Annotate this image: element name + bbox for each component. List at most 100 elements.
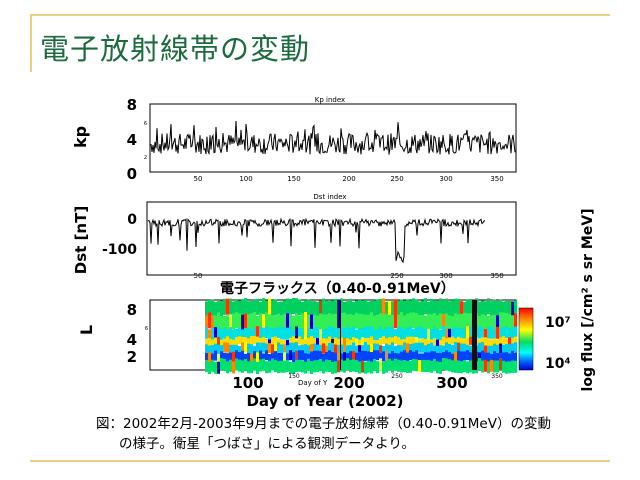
spectrogram-cell: [259, 326, 262, 339]
spectrogram-cell: [457, 342, 460, 353]
spectrogram-cell: [433, 351, 436, 362]
spectrogram-cell: [232, 329, 235, 342]
spectrogram-cell: [442, 352, 445, 363]
spectrogram-cell: [229, 359, 232, 372]
spectrogram-cell: [298, 359, 301, 372]
spectrogram-cell: [235, 350, 238, 361]
spectrogram-cell: [223, 327, 226, 340]
spectrogram-cell: [409, 312, 412, 329]
spectrogram-cell: [220, 358, 223, 371]
spectrogram-cell: [400, 360, 403, 373]
spectrogram-cell: [514, 342, 517, 353]
spectrogram-cell: [235, 336, 238, 345]
spectrogram-cell: [238, 300, 241, 317]
spectrogram-cell: [208, 352, 211, 363]
spectrogram-cell: [277, 361, 280, 374]
spectrogram-cell: [508, 353, 511, 364]
spectrogram-cell: [343, 328, 346, 341]
dst-panel-frame: [146, 201, 517, 276]
spectrogram-cell: [244, 342, 247, 353]
spec-xtick-small: 250: [391, 373, 403, 380]
kp-xtick: 350: [490, 175, 503, 183]
spectrogram-cell: [361, 337, 364, 346]
spectrogram-cell: [499, 312, 502, 329]
spectrogram-cell: [346, 338, 349, 347]
spectrogram-cell: [412, 328, 415, 341]
spectrogram-cell: [400, 327, 403, 340]
spectrogram-cell: [448, 337, 451, 346]
spectrogram-cell: [298, 336, 301, 345]
spectrogram-cell: [340, 337, 343, 346]
spectrogram-cell: [250, 313, 253, 330]
spectrogram-cell: [364, 361, 367, 374]
spectrogram-cell: [328, 326, 331, 339]
spectrogram-cell: [352, 342, 355, 353]
spectrogram-cell: [328, 342, 331, 353]
spectrogram-cell: [442, 326, 445, 339]
spectrogram-cell: [256, 298, 259, 315]
spectrogram-cell: [391, 326, 394, 339]
spectrogram-cell: [355, 300, 358, 317]
spectrogram-cell: [247, 361, 250, 374]
spectrogram-cell: [226, 342, 229, 353]
spectrogram-cell: [211, 327, 214, 340]
spectrogram-cell: [385, 343, 388, 354]
spectrogram-cell: [217, 301, 220, 318]
kp-xtick: 50: [194, 175, 203, 183]
spectrogram-cell: [382, 313, 385, 330]
spectrogram-cell: [388, 358, 391, 371]
spectrogram-cell: [205, 344, 208, 355]
spectrogram-cell: [448, 315, 451, 332]
spectrogram-cell: [283, 339, 286, 348]
spec-xtick-200: 200: [333, 374, 364, 392]
spectrogram-cell: [403, 342, 406, 353]
spectrogram-cell: [220, 339, 223, 348]
spectrogram-cell: [262, 358, 265, 371]
spectrogram-cell: [316, 350, 319, 361]
spectrogram-cell: [334, 337, 337, 346]
spectrogram-cell: [310, 336, 313, 345]
spectrogram-cell: [340, 344, 343, 355]
spectrogram-cell: [211, 339, 214, 348]
spectrogram-cell: [319, 339, 322, 348]
spectrogram-cell: [478, 301, 481, 318]
spectrogram-cell: [385, 326, 388, 339]
colorbar-tick-top: 10⁷: [545, 315, 571, 331]
spectrogram-cell: [382, 298, 385, 315]
spectrogram-cell: [253, 345, 256, 356]
spectrogram-cell: [337, 313, 340, 330]
spectrogram-cell: [328, 359, 331, 372]
spectrogram-cell: [268, 360, 271, 373]
kp-minor-ytick-6: 6: [144, 121, 147, 127]
spectrogram-cell: [442, 300, 445, 317]
spectrogram-cell: [466, 313, 469, 330]
spectrogram-cell: [361, 345, 364, 356]
spec-xtick-small: 150: [288, 373, 300, 380]
spectrogram-cell: [481, 314, 484, 331]
spectrogram-cell: [508, 337, 511, 346]
kp-panel-frame: [149, 103, 517, 173]
spectrogram-cell: [367, 326, 370, 339]
spectrogram-cell: [316, 344, 319, 355]
spectrogram-cell: [424, 298, 427, 315]
spectrogram-cell: [505, 326, 508, 339]
spectrogram-cell: [427, 343, 430, 354]
kp-minor-ytick-2: 2: [144, 155, 147, 161]
spectrogram-cell: [415, 359, 418, 372]
dst-series: [147, 217, 486, 264]
spectrogram-cell: [508, 344, 511, 355]
spectrogram-cell: [409, 300, 412, 317]
spectrogram-cell: [436, 361, 439, 374]
spectrogram-cell: [229, 352, 232, 363]
spectrogram-cell: [403, 360, 406, 373]
spectrogram-cell: [322, 298, 325, 315]
spectrogram-cell: [247, 301, 250, 318]
spectrogram-cell: [274, 351, 277, 362]
spectrogram-cell: [223, 359, 226, 372]
spectrogram-cell: [217, 312, 220, 329]
spectrogram-cell: [415, 327, 418, 340]
spectrogram-cell: [490, 345, 493, 356]
spectrogram-cell: [394, 312, 397, 329]
spectrogram-cell: [268, 298, 271, 315]
spectrogram-cell: [400, 351, 403, 362]
